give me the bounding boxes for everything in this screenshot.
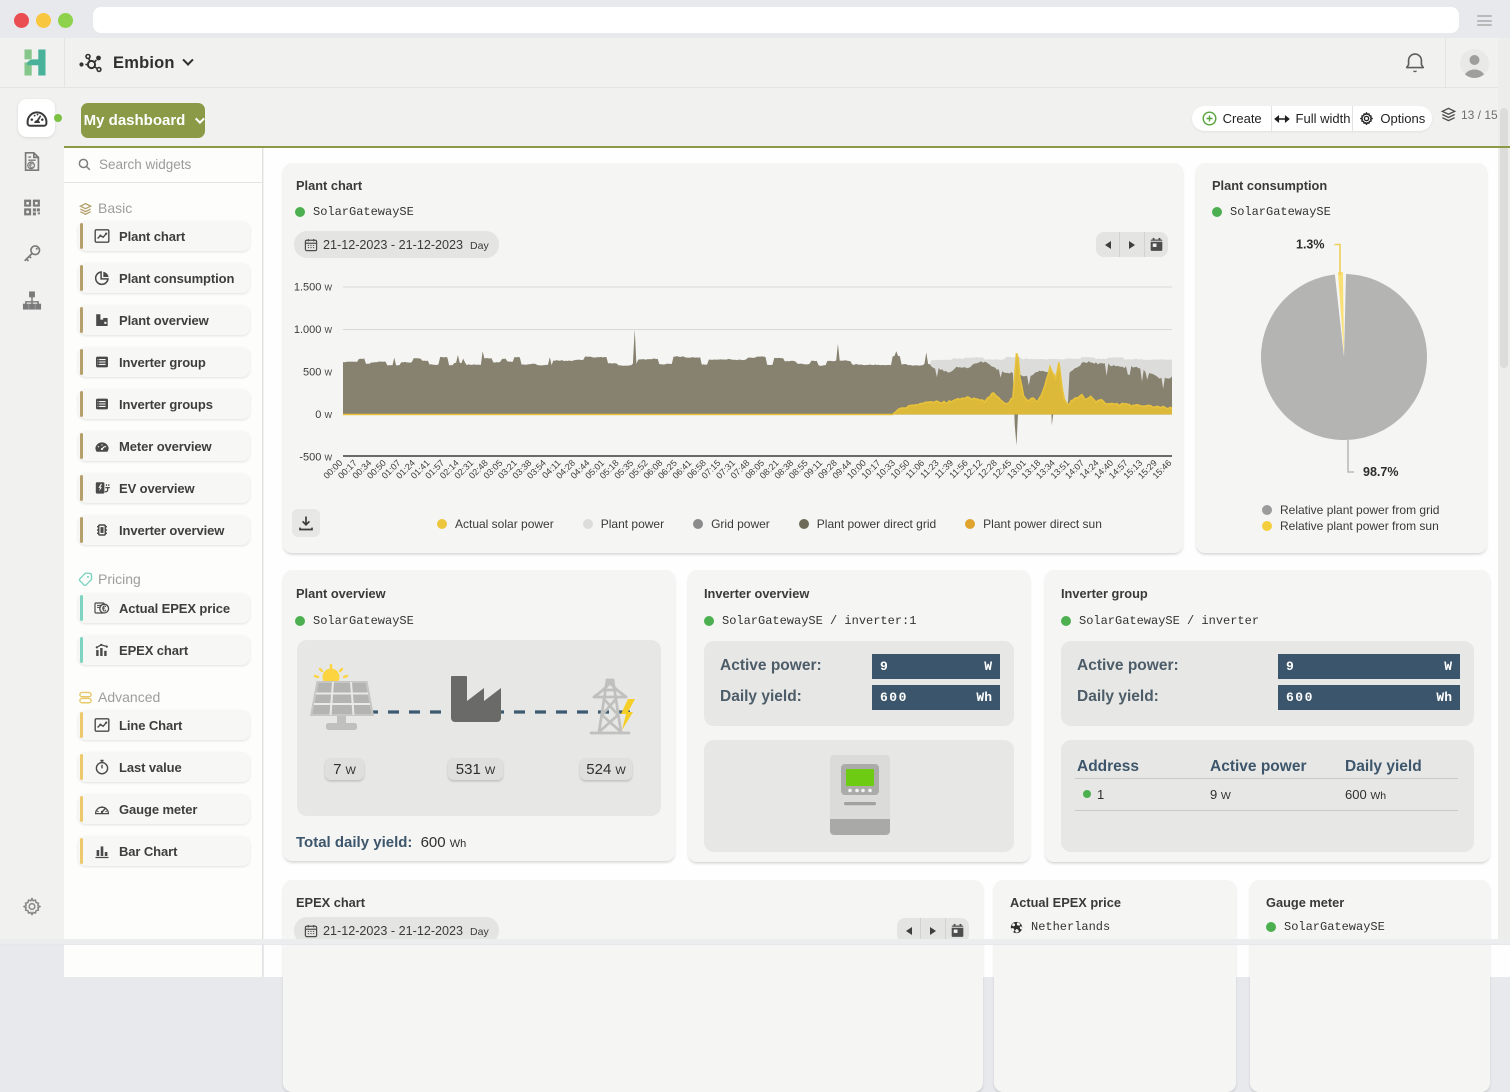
svg-text:-500 W: -500 W — [299, 452, 332, 464]
svg-text:1.500 W: 1.500 W — [294, 282, 333, 294]
svg-text:€: € — [102, 605, 107, 614]
svg-text:€: € — [29, 161, 33, 170]
svg-text:1.3%: 1.3% — [1296, 238, 1325, 252]
svg-text:0 W: 0 W — [315, 409, 332, 421]
svg-text:1.000 W: 1.000 W — [294, 324, 333, 336]
svg-text:98.7%: 98.7% — [1363, 465, 1398, 479]
svg-text:500 W: 500 W — [303, 367, 332, 379]
